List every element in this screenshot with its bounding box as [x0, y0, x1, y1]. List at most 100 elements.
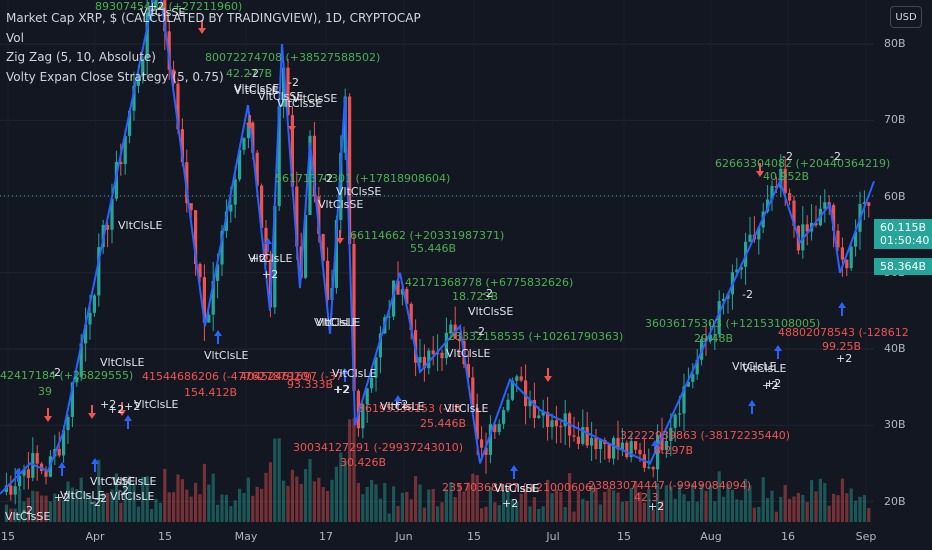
candle-body	[282, 67, 286, 107]
strategy-annotation: +2	[648, 500, 665, 513]
symbol-title[interactable]: Market Cap XRP, $ (CALCULATED BY TRADING…	[6, 11, 421, 25]
candle-body	[629, 441, 633, 458]
buy-arrow	[264, 238, 272, 252]
buy-arrow	[58, 462, 66, 476]
volume-indicator-label[interactable]: Vol	[6, 30, 24, 45]
strategy-annotation: 29.48B	[694, 332, 734, 345]
volume-bar	[779, 496, 783, 522]
volume-bar	[48, 501, 52, 522]
volume-bar	[282, 480, 286, 522]
strategy-annotation: +2	[108, 403, 125, 416]
candle-body	[792, 200, 796, 226]
strategy-label[interactable]: Volty Expan Close Strategy (5, 0.75)	[6, 69, 224, 84]
volume-bar	[84, 492, 88, 522]
volume-bar	[136, 506, 140, 522]
strategy-annotation: VltClsLE	[444, 402, 489, 415]
volume-bar	[13, 508, 17, 522]
strategy-annotation: -2	[22, 504, 33, 517]
volume-bar	[163, 468, 167, 522]
buy-arrow	[91, 458, 99, 472]
volume-bar	[31, 490, 35, 522]
strategy-annotation: +2	[762, 379, 779, 392]
volume-bar	[158, 502, 162, 522]
volume-bar	[686, 501, 690, 522]
volume-bar	[651, 509, 655, 522]
candle-body	[537, 415, 541, 418]
volume-bar	[774, 511, 778, 522]
volume-bar	[770, 490, 774, 522]
strategy-annotation: 42171368778 (+6775832626)	[405, 276, 574, 289]
volume-bar	[713, 501, 717, 522]
candle-body	[735, 269, 739, 273]
volume-bar	[119, 502, 123, 522]
strategy-annotation: VltClsLE	[60, 489, 105, 502]
candle-body	[312, 135, 316, 197]
strategy-annotation: VltClsLE	[380, 400, 425, 413]
volume-bar	[224, 494, 228, 522]
volume-bar	[757, 506, 761, 522]
volume-bar	[603, 491, 607, 522]
strategy-annotation: 40452461697 (-37	[240, 370, 343, 383]
volume-bar	[70, 487, 74, 522]
volume-bar	[827, 505, 831, 522]
volume-bar	[180, 479, 184, 522]
volume-bar	[695, 501, 699, 522]
volume-bar	[810, 480, 814, 522]
buy-arrow	[651, 440, 659, 454]
volume-bar	[405, 491, 409, 522]
volume-bar	[422, 507, 426, 522]
x-tick-label: Sep	[855, 530, 877, 543]
volume-bar	[9, 508, 13, 522]
candle-body	[163, 0, 167, 32]
candle-body	[132, 85, 136, 111]
candle-body	[233, 179, 237, 205]
sell-arrow	[756, 163, 764, 177]
volume-bar	[594, 487, 598, 522]
volume-bar	[114, 473, 118, 522]
volume-bar	[308, 458, 312, 522]
volume-bar	[150, 508, 154, 522]
volume-bar	[616, 492, 620, 522]
volume-bar	[805, 502, 809, 522]
strategy-annotation: -2	[96, 492, 107, 505]
volume-bar	[480, 508, 484, 522]
volume-bar	[396, 505, 400, 522]
strategy-annotation: 93.333B	[287, 378, 334, 391]
strategy-annotation: -2	[322, 172, 333, 185]
candle-body	[242, 138, 246, 150]
strategy-annotation: VltClsLE	[112, 475, 157, 488]
volume-bar	[792, 496, 796, 522]
strategy-annotation: VltClsLE	[204, 349, 249, 362]
strategy-annotation: -2	[90, 496, 101, 509]
strategy-annotation: +2	[334, 383, 351, 396]
candle-body	[260, 185, 264, 228]
volume-bar	[647, 488, 651, 522]
candle-body	[449, 324, 453, 333]
strategy-annotation: 41544686206 (-47762787920)	[142, 370, 313, 383]
volume-bar	[814, 491, 818, 522]
candle-body	[519, 376, 523, 381]
strategy-annotation: 42417184 (+26829555)	[0, 369, 134, 382]
volume-bar	[352, 418, 356, 522]
candle-body	[66, 416, 70, 431]
volume-bar	[304, 469, 308, 522]
candle-body	[510, 380, 514, 400]
volume-bar	[88, 495, 92, 522]
currency-button[interactable]: USD	[890, 6, 922, 28]
volume-bar	[238, 488, 242, 522]
strategy-annotation: VltClsLE	[234, 84, 279, 97]
sell-arrow	[118, 402, 126, 416]
strategy-annotation: 99.25B	[822, 340, 862, 353]
zigzag-indicator-label[interactable]: Zig Zag (5, 10, Absolute)	[6, 50, 156, 64]
candle-body	[427, 350, 431, 369]
strategy-annotation: 36036175303 (+12153108005)	[645, 317, 821, 330]
x-tick-label: Jul	[546, 530, 560, 543]
candle-body	[836, 230, 840, 248]
volume-bar	[453, 497, 457, 522]
volume-bar	[449, 482, 453, 522]
volume-bar	[312, 481, 316, 522]
candle-body	[757, 227, 761, 240]
volume-bar	[185, 489, 189, 522]
